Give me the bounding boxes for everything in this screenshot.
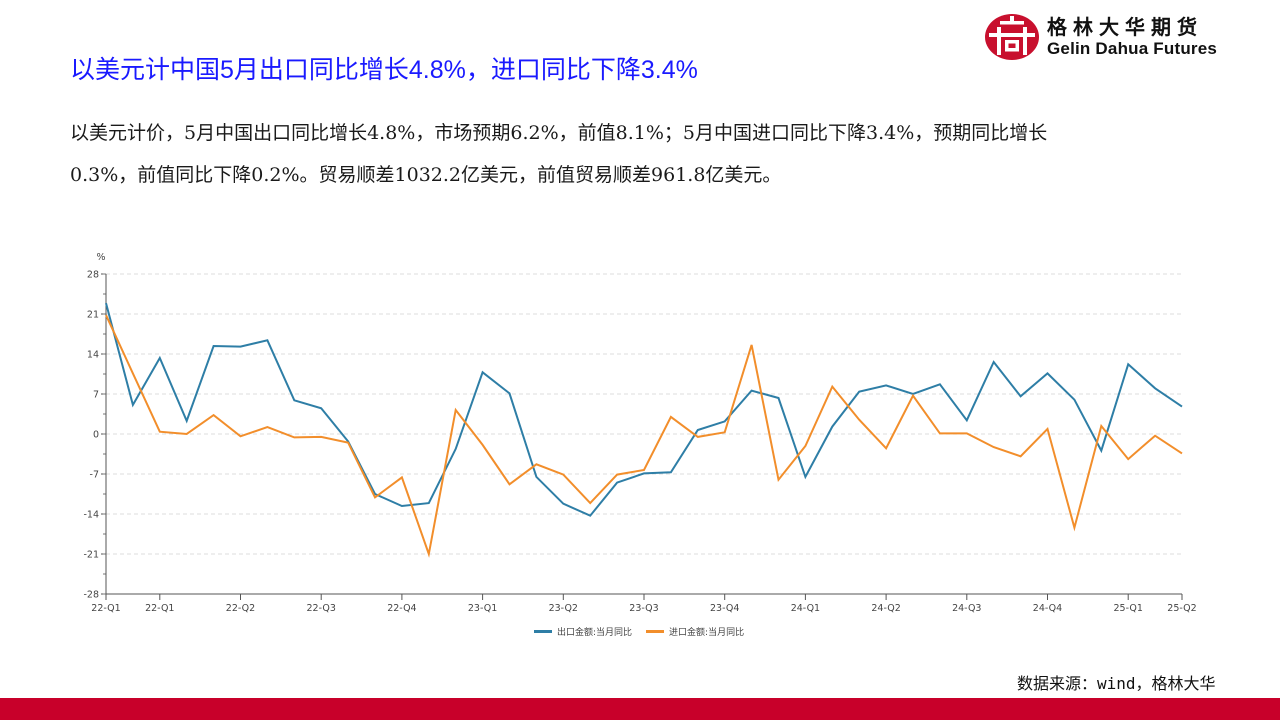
legend-item-export[interactable]: 出口金额:当月同比 bbox=[534, 625, 632, 638]
y-axis-unit: % bbox=[96, 252, 105, 263]
chart-canvas: 28 21 14 7 0 -7 -14 -21 -28% 22-Q1 22-Q1 22-Q2 22-Q3… bbox=[83, 252, 1196, 614]
x-tick-label: 25-Q2 bbox=[1167, 603, 1196, 614]
x-tick-label: 23-Q2 bbox=[549, 603, 578, 614]
footer-bar bbox=[0, 698, 1280, 720]
legend-label: 进口金额:当月同比 bbox=[669, 628, 745, 638]
y-tick-label: 14 bbox=[87, 350, 99, 361]
x-tick-label: 22-Q3 bbox=[307, 603, 336, 614]
y-tick-label: -21 bbox=[83, 550, 99, 561]
x-tick-label: 22-Q2 bbox=[226, 603, 255, 614]
x-tick-label: 25-Q1 bbox=[1114, 603, 1143, 614]
legend-swatch bbox=[646, 630, 665, 633]
logo-en-name: Gelin Dahua Futures bbox=[1047, 39, 1218, 58]
summary-line-1: 以美元计价，5月中国出口同比增长4.8%，市场预期6.2%，前值8.1%；5月中… bbox=[70, 122, 1048, 144]
x-tick-label: 23-Q3 bbox=[629, 603, 658, 614]
x-tick-label: 24-Q4 bbox=[1033, 603, 1062, 614]
legend-swatch bbox=[534, 630, 552, 633]
y-tick-label: 28 bbox=[87, 270, 99, 281]
y-tick-label: -14 bbox=[83, 510, 99, 521]
x-tick-label: 24-Q2 bbox=[871, 603, 900, 614]
series-line-export bbox=[105, 302, 1183, 517]
x-tick-label: 22-Q4 bbox=[387, 603, 416, 614]
legend-label: 出口金额:当月同比 bbox=[557, 628, 633, 638]
x-tick-label: 24-Q3 bbox=[952, 603, 981, 614]
summary-paragraph: 以美元计价，5月中国出口同比增长4.8%，市场预期6.2%，前值8.1%；5月中… bbox=[70, 112, 1250, 196]
data-source-note: 数据来源：wind，格林大华 bbox=[1017, 674, 1216, 693]
y-tick-label: -7 bbox=[90, 470, 99, 481]
page-title: 以美元计中国5月出口同比增长4.8%，进口同比下降3.4% bbox=[70, 56, 698, 84]
logo-cn-name: 格林大华期货 bbox=[1047, 15, 1203, 39]
gelin-dahua-logo-icon bbox=[985, 14, 1039, 60]
x-tick-label: 23-Q1 bbox=[468, 603, 497, 614]
y-tick-label: 0 bbox=[93, 430, 99, 441]
y-tick-label: -28 bbox=[83, 590, 99, 601]
x-tick-label: 22-Q1 bbox=[91, 603, 120, 614]
x-tick-label: 22-Q1 bbox=[145, 603, 174, 614]
y-tick-label: 21 bbox=[87, 310, 99, 321]
summary-line-2: 0.3%，前值同比下降0.2%。贸易顺差1032.2亿美元，前值贸易顺差961.… bbox=[70, 164, 782, 186]
legend-item-import[interactable]: 进口金额:当月同比 bbox=[646, 625, 744, 638]
y-tick-label: 7 bbox=[93, 390, 99, 401]
trade-yoy-line-chart: 28 21 14 7 0 -7 -14 -21 -28% 22-Q1 22-Q1 22-Q2 22-Q3… bbox=[66, 240, 1196, 640]
x-tick-label: 24-Q1 bbox=[791, 603, 820, 614]
chart-legend: 出口金额:当月同比 进口金额:当月同比 bbox=[534, 625, 758, 638]
x-tick-label: 23-Q4 bbox=[710, 603, 739, 614]
brand-logo: 格林大华期货 Gelin Dahua Futures bbox=[983, 13, 1217, 61]
series-line-import bbox=[105, 314, 1183, 558]
